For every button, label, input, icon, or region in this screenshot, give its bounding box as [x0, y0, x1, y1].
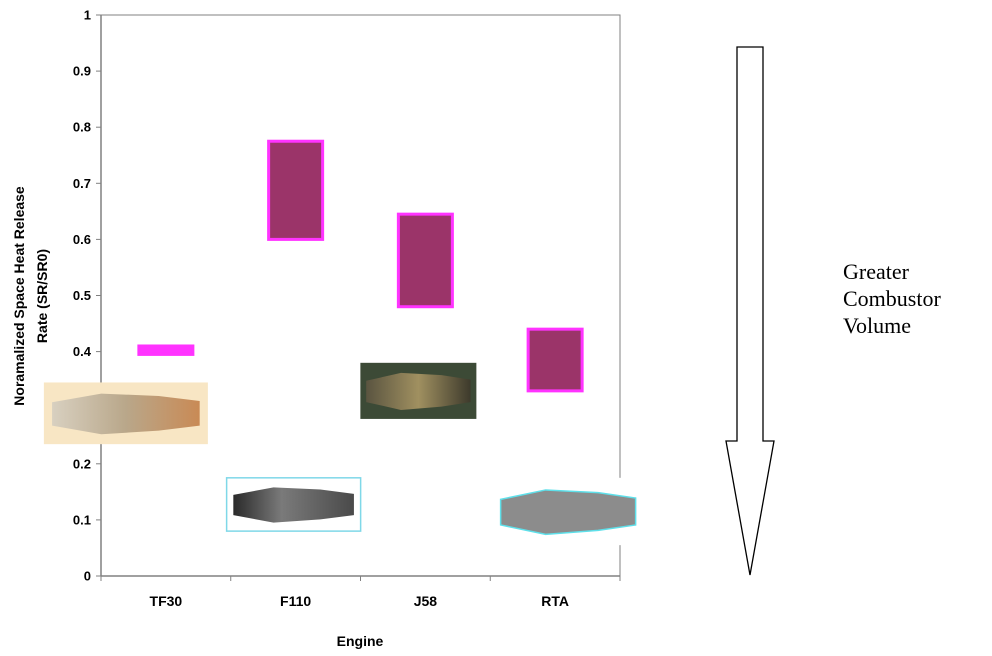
y-axis-ticks: 00.10.20.30.40.50.60.70.80.91: [73, 8, 101, 584]
y-tick-label: 1: [84, 8, 91, 23]
y-tick-label: 0.8: [73, 120, 91, 135]
y-tick-label: 0.9: [73, 64, 91, 79]
y-axis-title-line2: Rate (SR/SR0): [34, 249, 50, 343]
tf30-engine-photo-icon: [43, 382, 208, 445]
rta-engine-cutaway-icon: [493, 477, 644, 546]
range-bar-f110: [267, 139, 325, 241]
x-tick-label-f110: F110: [280, 593, 311, 609]
annotation-line-3: Volume: [843, 313, 912, 338]
y-axis-title-line1: Noramalized Space Heat Release: [11, 186, 27, 406]
y-tick-label: 0.2: [73, 456, 91, 471]
annotation-line-1: Greater: [843, 259, 909, 284]
y-tick-label: 0.5: [73, 288, 91, 303]
x-tick-label-j58: J58: [414, 593, 438, 609]
x-tick-label-rta: RTA: [541, 593, 569, 609]
f110-engine-photo-icon: [225, 477, 362, 532]
arrow-annotation: Greater Combustor Volume: [843, 258, 992, 339]
y-tick-label: 0.6: [73, 232, 91, 247]
y-tick-label: 0: [84, 569, 91, 584]
annotation-line-2: Combustor: [843, 286, 941, 311]
range-bar-rta: [526, 327, 584, 393]
y-tick-label: 0.7: [73, 176, 91, 191]
range-bars: [137, 139, 584, 393]
range-bar-tf30: [137, 344, 195, 356]
x-axis-ticks: TF30 F110 J58 RTA: [100, 576, 621, 609]
y-tick-label: 0.4: [73, 344, 92, 359]
x-axis-title: Engine: [337, 633, 384, 649]
down-arrow-icon: [725, 46, 775, 576]
y-tick-label: 0.1: [73, 512, 91, 527]
range-bar-j58: [396, 212, 454, 309]
x-tick-label-tf30: TF30: [150, 593, 183, 609]
j58-engine-photo-icon: [360, 362, 477, 419]
